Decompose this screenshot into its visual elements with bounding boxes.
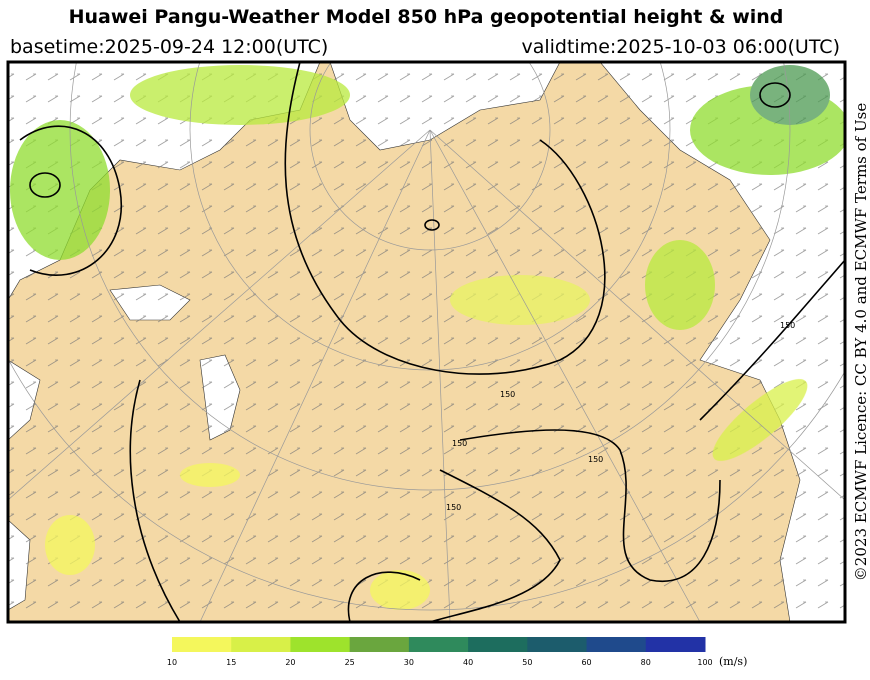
license: ©2023 ECMWF Licence: CC BY 4.0 and ECMWF… <box>852 103 870 582</box>
colorbar-segment <box>527 637 588 652</box>
colorbar-segment <box>645 637 706 652</box>
contours <box>19 62 845 622</box>
colorbar-tick-label: 100 <box>697 658 712 667</box>
colorbar-segment <box>231 637 291 652</box>
colorbar-unit: (m/s) <box>719 655 747 668</box>
colorbar-segment <box>408 637 469 652</box>
colorbar-segment <box>468 637 528 652</box>
colorbar-tick-label: 15 <box>226 658 236 667</box>
graticule <box>8 62 845 622</box>
colorbar-tick-label: 50 <box>522 658 532 667</box>
colorbar-tick-label: 60 <box>581 658 591 667</box>
colorbar-tick-label: 30 <box>404 658 414 667</box>
colorbar: 10 15 20 25 30 40 50 60 80 100 <box>167 637 713 667</box>
validtime: validtime:2025-10-03 06:00(UTC) <box>521 36 840 58</box>
colorbar-segment <box>586 637 647 652</box>
colorbar-tick-label: 20 <box>285 658 295 667</box>
title: Huawei Pangu-Weather Model 850 hPa geopo… <box>69 6 784 28</box>
colorbar-tick-label: 25 <box>345 658 355 667</box>
colorbar-segment <box>349 637 410 652</box>
colorbar-tick-label: 10 <box>167 658 177 667</box>
map: 150 150 150 150 150 <box>8 62 845 622</box>
map-frame <box>6 60 847 624</box>
contour-label: 150 <box>780 321 795 330</box>
contour-label: 150 <box>588 455 603 464</box>
colorbar-tick-label: 80 <box>641 658 651 667</box>
colorbar-tick-label: 40 <box>463 658 473 667</box>
contour-labels: 150 150 150 150 150 <box>446 321 795 512</box>
colorbar-segment <box>290 637 351 652</box>
colorbar-segment <box>172 637 232 652</box>
basetime: basetime:2025-09-24 12:00(UTC) <box>10 36 328 58</box>
contour-label: 150 <box>452 439 467 448</box>
contour-label: 150 <box>500 390 515 399</box>
contour-label: 150 <box>446 503 461 512</box>
